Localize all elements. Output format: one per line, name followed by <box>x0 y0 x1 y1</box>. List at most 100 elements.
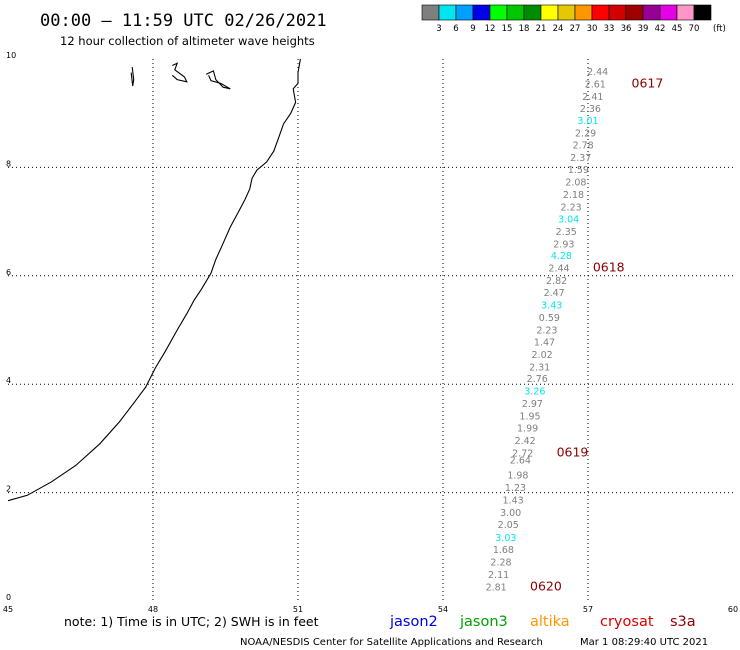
footer-credit: NOAA/NESDIS Center for Satellite Applica… <box>240 637 543 648</box>
lat-lon-grid <box>8 59 733 601</box>
legend-swatch <box>523 4 542 21</box>
wave-height-label: 2.61 <box>585 79 606 90</box>
wave-height-label: 0.59 <box>539 313 560 324</box>
legend-bin-label: 24 <box>553 24 564 34</box>
legend-swatch <box>591 4 610 21</box>
island-outline <box>171 62 188 83</box>
x-tick-label: 54 <box>438 605 448 614</box>
legend-bin-label: 36 <box>621 24 632 34</box>
footer-note: note: 1) Time is in UTC; 2) SWH is in fe… <box>64 614 319 629</box>
y-tick-label: 10 <box>6 51 16 60</box>
wave-height-label: 2.82 <box>546 276 567 287</box>
wave-height-label: 2.23 <box>561 202 582 213</box>
chart-subtitle: 12 hour collection of altimeter wave hei… <box>60 34 315 48</box>
wave-height-label: 2.37 <box>570 153 591 164</box>
legend-bin-label: 6 <box>453 24 458 34</box>
x-tick-label: 45 <box>3 605 13 614</box>
legend-bin-label: 70 <box>689 24 700 34</box>
wave-height-label: 1.95 <box>519 412 540 423</box>
wave-height-label: 2.28 <box>490 557 511 568</box>
island-outline <box>130 67 135 87</box>
wave-height-label: 3.03 <box>495 533 516 544</box>
legend-swatch <box>438 4 457 21</box>
wave-height-label: 2.36 <box>580 104 601 115</box>
legend-swatch <box>540 4 559 21</box>
axis-tick-labels: 45 48 51 54 57 60 0 2 4 6 8 10 <box>3 51 738 614</box>
altimeter-track: 2.442.612.412.363.012.292.782.371.592.08… <box>486 67 609 593</box>
wave-height-label: 2.97 <box>522 399 543 410</box>
legend-bin-label: 45 <box>672 24 683 34</box>
wave-height-label: 1.23 <box>505 483 526 494</box>
legend-swatch <box>421 4 440 21</box>
pass-time-label: 0618 <box>593 260 625 275</box>
pass-time-labels: 0617 0618 0619 0620 <box>530 75 663 593</box>
wave-height-label: 2.42 <box>515 436 536 447</box>
wave-height-label: 2.47 <box>544 288 565 299</box>
legend-bin-label: 42 <box>655 24 666 34</box>
wave-height-label: 3.00 <box>500 508 521 519</box>
wave-height-label: 2.93 <box>553 239 574 250</box>
satellite-name-altika: altika <box>530 614 570 630</box>
wave-height-label: 2.35 <box>556 227 577 238</box>
wave-height-label: 2.76 <box>527 374 548 385</box>
wave-height-label: 2.29 <box>575 129 596 140</box>
coastline <box>7 58 301 502</box>
x-tick-label: 51 <box>293 605 303 614</box>
y-tick-label: 4 <box>6 376 11 385</box>
legend-bin-label: 18 <box>519 24 530 34</box>
wave-height-label: 3.01 <box>577 116 598 127</box>
pass-time-label: 0617 <box>632 75 664 90</box>
wave-height-label: 2.41 <box>582 92 603 103</box>
x-tick-label: 60 <box>728 605 738 614</box>
wave-height-label: 2.05 <box>498 520 519 531</box>
wave-height-label: 2.44 <box>587 67 608 78</box>
legend-swatch <box>574 4 593 21</box>
color-scale-legend: 3 6 9 12 15 18 21 24 27 30 33 36 39 42 45 70 <box>421 4 712 34</box>
legend-bin-label: 27 <box>570 24 581 34</box>
legend-bin-label: 21 <box>536 24 547 34</box>
wave-height-label: 2.23 <box>536 325 557 336</box>
wave-height-label: 2.44 <box>548 264 569 275</box>
wave-height-label: 2.11 <box>488 570 509 581</box>
legend-swatch <box>608 4 627 21</box>
wave-height-label: 2.78 <box>573 141 594 152</box>
island-outline <box>205 70 231 90</box>
wave-height-label: 2.64 <box>510 456 531 467</box>
legend-bin-label: 33 <box>604 24 615 34</box>
legend-bin-label: 15 <box>502 24 513 34</box>
wave-height-label: 2.81 <box>486 582 507 593</box>
wave-height-label: 1.59 <box>568 165 589 176</box>
wave-height-label: 2.18 <box>563 190 584 201</box>
wave-height-label: 2.02 <box>532 350 553 361</box>
wave-height-label: 3.43 <box>541 301 562 312</box>
legend-swatch <box>693 4 712 21</box>
legend-bin-label: 3 <box>436 24 441 34</box>
coastline-somalia <box>7 58 301 502</box>
legend-bin-label: 12 <box>485 24 496 34</box>
x-tick-label: 48 <box>148 605 158 614</box>
wave-height-label: 4.28 <box>551 251 572 262</box>
satellite-name-jason3: jason3 <box>459 614 508 630</box>
y-tick-label: 0 <box>6 593 11 602</box>
pass-time-label: 0620 <box>530 578 562 593</box>
y-tick-label: 6 <box>6 268 11 277</box>
wave-height-label: 2.08 <box>565 177 586 188</box>
legend-bin-label: 9 <box>470 24 475 34</box>
wave-height-label: 1.99 <box>517 424 538 435</box>
legend-swatch <box>489 4 508 21</box>
chart-title: 00:00 – 11:59 UTC 02/26/2021 <box>40 11 327 31</box>
wave-height-label: 1.68 <box>493 545 514 556</box>
wave-height-label: 3.04 <box>558 214 579 225</box>
satellite-name-cryosat: cryosat <box>600 614 654 630</box>
x-tick-label: 57 <box>583 605 593 614</box>
y-tick-label: 2 <box>6 485 11 494</box>
satellite-name-jason2: jason2 <box>389 614 438 630</box>
wave-height-label: 3.26 <box>524 387 545 398</box>
legend-bin-label: 39 <box>638 24 649 34</box>
legend-swatch <box>506 4 525 21</box>
wave-height-label: 1.43 <box>503 496 524 507</box>
legend-swatch <box>455 4 474 21</box>
wave-height-label: 1.98 <box>507 471 528 482</box>
